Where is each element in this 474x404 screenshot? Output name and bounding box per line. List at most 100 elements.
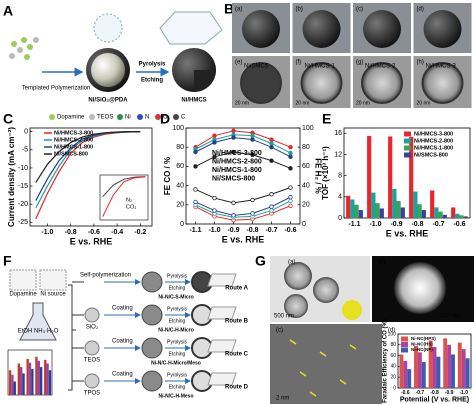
legend-swatch (404, 131, 411, 137)
point (269, 192, 274, 197)
particle (242, 10, 280, 48)
x-tick-label: -0.2 (134, 229, 146, 236)
subpanel-label: (c) (276, 328, 283, 334)
bar (459, 215, 464, 218)
panel-a: A Templated Polymerization Ni/SiO₂@PDA P… (3, 3, 223, 121)
legend-label: Ni/SMCS-800 (54, 151, 88, 157)
point (250, 152, 255, 158)
line-series (35, 131, 141, 183)
point (193, 199, 198, 205)
y-tick-label: 8 (338, 172, 342, 179)
y-tick-label: 0 (180, 221, 184, 228)
bar (451, 207, 456, 218)
product-label: Ni-N/C-H-Micro/Meso (151, 360, 201, 366)
y2-tick-label: 60 (302, 163, 310, 170)
panel-label: F (3, 253, 12, 269)
bracket (68, 284, 76, 391)
x-axis-label: E vs. RHE (70, 236, 113, 246)
subpanel-label: (a) (288, 260, 295, 266)
legend-swatch (404, 138, 411, 144)
x-tick-label: -1.0 (459, 390, 468, 396)
graphene-sheet (159, 11, 223, 45)
particle (313, 277, 339, 303)
x-tick-label: -0.7 (432, 221, 444, 228)
product-label: Ni-N/C-S-Micro (158, 294, 193, 300)
bar (375, 203, 380, 218)
x-tick-label: -0.7 (265, 227, 277, 234)
y2-tick-label: 80 (302, 144, 310, 151)
line-series (195, 130, 291, 148)
precursor-dots-part (33, 37, 39, 43)
legend-a: Dopamine TEOS Ni N O C (49, 114, 186, 121)
subpanel-label: (e) (235, 60, 242, 66)
sphere-core (91, 53, 125, 87)
legend-label: Ni-NC(NP) (411, 347, 433, 352)
x-tick-label: -0.8 (411, 221, 423, 228)
y-tick-label: 20 (176, 202, 184, 209)
line-series (195, 205, 291, 221)
y-tick-label: -10 (18, 165, 28, 172)
bar (451, 354, 455, 388)
bar (8, 370, 12, 395)
subpanel-label: (d) (417, 7, 424, 13)
legend-label: N (145, 115, 149, 121)
bar (430, 190, 435, 218)
scale-label: 20 nm (296, 100, 310, 106)
point (288, 154, 293, 159)
legend-label: Ni/SMCS-800 (212, 175, 255, 182)
bar (20, 367, 23, 395)
particle (421, 62, 464, 104)
y2-tick-label: 20 (302, 202, 310, 209)
panel-label: E (322, 111, 331, 127)
bar (354, 204, 359, 218)
point (250, 133, 255, 138)
product-label: Ni/HMCS (181, 98, 206, 104)
y-tick-label: 0 (24, 128, 28, 135)
particle (284, 262, 312, 290)
bar (17, 363, 21, 395)
bar (379, 208, 384, 218)
step-label: Coating (112, 339, 133, 345)
legend-label: Ni/HMCS-3-800 (414, 131, 453, 137)
legend-label: TEOS (97, 115, 113, 121)
y-axis-label: Current density (mA cm⁻²) (7, 127, 16, 227)
y-tick-label: 0 (393, 385, 396, 391)
bar (447, 344, 452, 388)
route-label: Route B (225, 319, 249, 325)
template-label: SiO₂ (86, 325, 99, 331)
subpanel-label: (d) (388, 328, 395, 334)
line-series (195, 187, 291, 204)
x-tick-label: -0.4 (111, 229, 123, 236)
flask-label: EtOH NH₃·H₂O (18, 329, 59, 335)
sphere-cut (194, 70, 216, 92)
line-series (195, 137, 291, 158)
bar (39, 367, 43, 395)
bar (442, 214, 447, 218)
y-tick-label: 0 (338, 215, 342, 222)
point (231, 213, 236, 218)
legend-a-part (173, 114, 179, 120)
scale-label: 20 nm (417, 100, 431, 106)
subpanel-label: (b) (378, 260, 385, 266)
scale-label: 500 nm (440, 314, 460, 320)
bar (417, 352, 422, 388)
step-label: Pyrolysis (167, 372, 188, 378)
bar (31, 368, 34, 395)
legend-a-part (49, 114, 55, 120)
point (212, 154, 217, 159)
bar (438, 211, 443, 218)
template (84, 340, 100, 356)
particle (363, 10, 401, 48)
legend-a-part (89, 114, 95, 120)
bar (358, 210, 363, 218)
x-tick-label: -1.1 (189, 227, 201, 234)
bar (44, 359, 47, 395)
bar (367, 135, 372, 218)
panel-label: C (3, 111, 13, 127)
product-label: Ni/SiO₂@PDA (88, 98, 128, 104)
y-tick-label: 12 (334, 151, 342, 158)
point (212, 140, 217, 145)
legend-a-part (155, 114, 161, 120)
precursor-dots-part (21, 37, 27, 43)
